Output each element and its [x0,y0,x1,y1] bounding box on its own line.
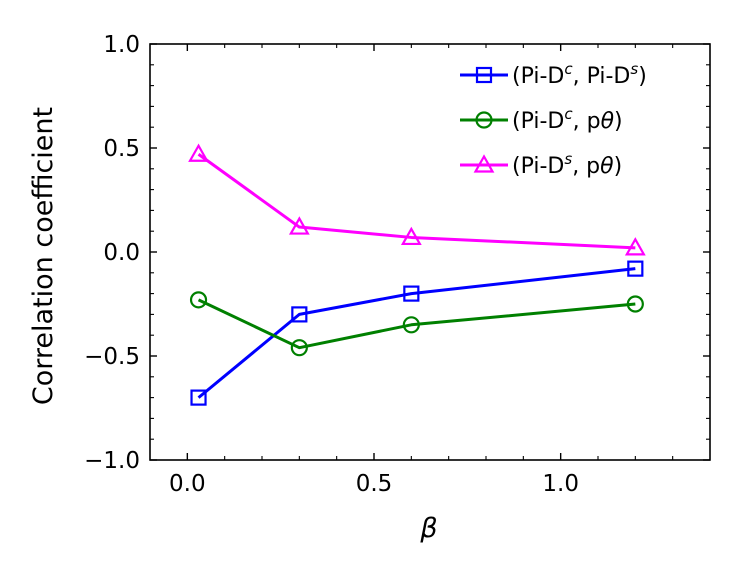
data-point-triangle [624,237,646,256]
series-layer [188,143,646,406]
data-point-circle [189,291,208,309]
y-tick-label: 1.0 [103,32,140,58]
data-point-circle [290,339,308,357]
legend-label: (Pi-Ds, pθ) [512,150,622,179]
legend-label: (Pi-Dc, pθ) [512,105,623,134]
data-point-square [190,389,207,406]
y-tick-label: −1.0 [84,448,140,474]
data-point-triangle [288,216,310,235]
axis-ticks: 0.0 0.5 1.0 −1.0 −0.5 0.0 0.5 1.0 [84,32,710,497]
series-line-square [197,267,636,399]
y-axis-label: Correlation coefficient [28,107,59,405]
x-axis-label: β [419,513,437,544]
legend: (Pi-Dc, Pi-Ds) (Pi-Dc, pθ) (Pi-Ds, pθ) [460,60,647,179]
series-line-circle [197,298,636,350]
data-point-triangle [400,226,422,246]
legend-marker-square [475,66,493,84]
series-line-triangle [197,153,636,250]
legend-marker-triangle [473,154,495,173]
y-tick-label: 0.5 [103,136,140,162]
legend-label: (Pi-Dc, Pi-Ds) [512,60,647,89]
plot-frame [149,43,711,461]
legend-entry-3: (Pi-Ds, pθ) [460,150,622,179]
legend-marker-circle [475,111,493,129]
data-point-square [291,306,308,323]
series-3 [188,143,646,256]
y-tick-label: −0.5 [84,344,140,370]
y-tick-label: 0.0 [103,240,140,266]
x-tick-label: 0.5 [356,471,393,497]
series-1 [190,260,644,406]
data-point-triangle [188,143,209,162]
x-tick-label: 1.0 [542,471,579,497]
legend-entry-1: (Pi-Dc, Pi-Ds) [460,60,647,89]
data-point-square [627,260,644,277]
data-point-circle [626,295,644,313]
series-2 [189,291,644,357]
x-tick-label: 0.0 [169,471,206,497]
data-point-square [403,285,420,302]
plot-area [149,43,711,461]
legend-entry-2: (Pi-Dc, pθ) [460,105,623,134]
data-point-circle [402,316,420,334]
